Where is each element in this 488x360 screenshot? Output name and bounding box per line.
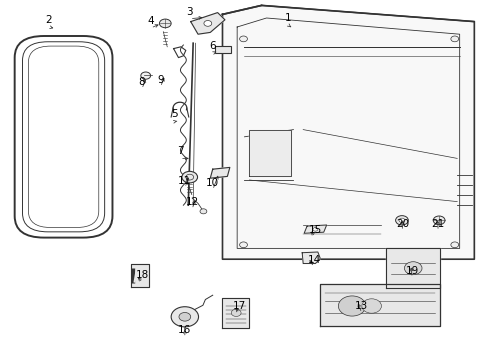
Circle shape — [179, 312, 190, 321]
Circle shape — [185, 174, 193, 180]
Polygon shape — [222, 298, 249, 328]
Text: 4: 4 — [147, 16, 154, 26]
Text: 16: 16 — [178, 325, 191, 336]
Text: 17: 17 — [232, 301, 246, 311]
Circle shape — [171, 307, 198, 327]
Polygon shape — [386, 248, 439, 288]
Text: 13: 13 — [354, 301, 368, 311]
Circle shape — [231, 309, 241, 316]
Text: 11: 11 — [178, 176, 191, 186]
Polygon shape — [249, 130, 290, 176]
Text: 19: 19 — [405, 266, 418, 276]
Polygon shape — [304, 225, 326, 233]
Text: 7: 7 — [176, 146, 183, 156]
Polygon shape — [210, 167, 229, 178]
Text: 15: 15 — [308, 225, 322, 235]
Circle shape — [239, 242, 247, 248]
Text: 10: 10 — [206, 178, 219, 188]
Polygon shape — [131, 264, 149, 287]
Polygon shape — [320, 284, 439, 326]
Circle shape — [203, 21, 211, 26]
Polygon shape — [190, 13, 224, 34]
Bar — [215, 46, 230, 53]
Polygon shape — [222, 5, 473, 259]
Text: 5: 5 — [170, 109, 177, 120]
Circle shape — [141, 72, 150, 79]
Text: 21: 21 — [430, 219, 444, 229]
Text: 1: 1 — [285, 13, 291, 23]
Circle shape — [450, 36, 458, 42]
Text: 20: 20 — [395, 219, 408, 229]
Circle shape — [182, 171, 197, 183]
Text: 14: 14 — [306, 255, 320, 265]
Text: 2: 2 — [45, 15, 52, 25]
Circle shape — [239, 36, 247, 42]
Circle shape — [395, 216, 407, 225]
Text: 3: 3 — [186, 6, 193, 17]
Circle shape — [404, 262, 421, 275]
Text: 12: 12 — [185, 197, 199, 207]
Circle shape — [312, 228, 317, 231]
Circle shape — [361, 299, 381, 313]
Text: 6: 6 — [209, 41, 216, 51]
Polygon shape — [302, 252, 320, 264]
Circle shape — [450, 242, 458, 248]
Text: 9: 9 — [157, 75, 163, 85]
Circle shape — [432, 216, 444, 225]
Circle shape — [398, 218, 404, 222]
Text: 8: 8 — [138, 77, 145, 87]
Circle shape — [200, 209, 206, 214]
Text: 18: 18 — [136, 270, 149, 280]
Circle shape — [338, 296, 365, 316]
Circle shape — [159, 19, 171, 28]
